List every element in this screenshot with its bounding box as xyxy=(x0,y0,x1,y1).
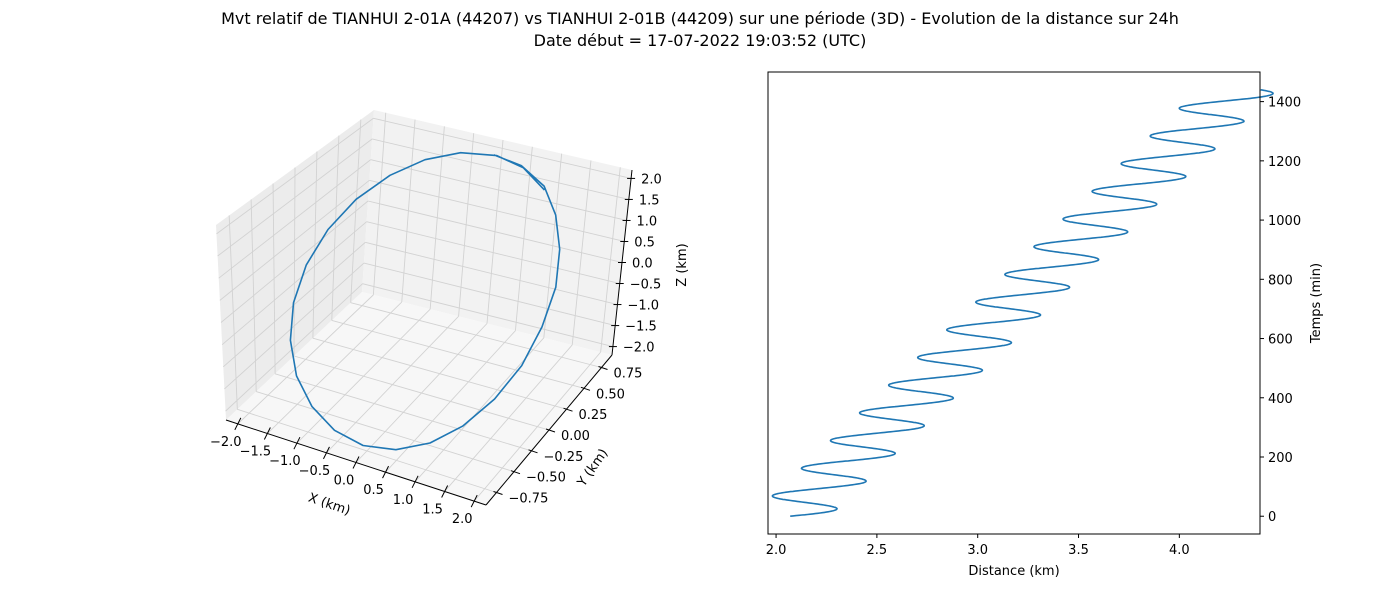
y-tick-label: 0.00 xyxy=(561,429,590,444)
x-tick-label: −0.5 xyxy=(299,464,331,479)
x-tick-mark xyxy=(263,427,271,440)
x-tick-label: −2.0 xyxy=(210,435,242,450)
y-tick-label: 1200 xyxy=(1268,155,1301,170)
x-tick-mark xyxy=(411,475,419,489)
figure-title: Mvt relatif de TIANHUI 2-01A (44207) vs … xyxy=(221,9,1179,28)
y-tick-label: 800 xyxy=(1268,273,1293,288)
trajectory-line xyxy=(289,151,561,451)
grid-line-z xyxy=(366,221,620,284)
y-tick-label: −0.50 xyxy=(526,471,566,486)
trajectory-group xyxy=(289,151,561,451)
grid-line-z xyxy=(225,283,363,412)
plot-3d-trajectory: −2.0−1.5−1.0−0.50.00.51.01.52.0−0.75−0.5… xyxy=(210,110,690,527)
z-axis-label: Z (km) xyxy=(675,243,690,286)
grid-line-z xyxy=(369,179,625,242)
grid-line-y xyxy=(256,391,515,473)
x-tick-mark xyxy=(293,436,301,450)
x-tick-mark xyxy=(441,485,449,498)
y-tick-label: 400 xyxy=(1268,392,1293,407)
distance-line-group xyxy=(771,89,1274,517)
z-tick-label: −1.0 xyxy=(627,299,659,314)
x-tick-label: 2.5 xyxy=(867,543,888,558)
x-tick-label: 4.0 xyxy=(1169,543,1190,558)
z-tick-label: 2.0 xyxy=(641,172,662,187)
z-tick-label: 0.0 xyxy=(632,257,653,272)
grid-line-y xyxy=(312,337,567,410)
grid-line-z xyxy=(219,179,370,301)
x-tick-label: 3.5 xyxy=(1068,543,1089,558)
y-tick-mark xyxy=(493,491,503,495)
z-tick-label: 1.0 xyxy=(637,214,658,229)
grid-line-z xyxy=(370,159,627,221)
grid-line-z xyxy=(224,262,365,390)
y-tick-label: 0.25 xyxy=(579,408,608,423)
grid-line-z xyxy=(216,117,374,235)
z-tick-label: −0.5 xyxy=(630,278,662,293)
y-tick-mark xyxy=(528,449,538,454)
x-axis-label: X (km) xyxy=(306,491,352,519)
grid-line-z xyxy=(371,138,629,200)
y-tick-label: 200 xyxy=(1268,451,1293,466)
x-tick-label: −1.5 xyxy=(240,445,272,460)
x-tick-label: 2.0 xyxy=(452,512,473,527)
figure-subtitle: Date début = 17-07-2022 19:03:52 (UTC) xyxy=(533,31,867,50)
grid-line-y xyxy=(331,320,585,389)
x-tick-label: 1.5 xyxy=(422,502,443,517)
grid-line-y xyxy=(293,355,550,431)
grid-line-z xyxy=(373,117,632,179)
x-tick-mark xyxy=(323,446,330,460)
x-tick-mark xyxy=(234,417,242,431)
y-tick-label: 1400 xyxy=(1268,96,1301,111)
y-tick-mark xyxy=(545,428,556,433)
y-tick-label: 600 xyxy=(1268,333,1293,348)
grid-line-z xyxy=(367,200,623,263)
z-tick-label: 0.5 xyxy=(634,235,655,250)
y-tick-label: 0.75 xyxy=(614,367,643,382)
x-tick-label: −1.0 xyxy=(269,454,301,469)
x-tick-label: 0.5 xyxy=(363,483,384,498)
z-tick-label: 1.5 xyxy=(639,193,660,208)
z-tick-label: −1.5 xyxy=(625,320,657,335)
y-tick-label: 0.50 xyxy=(596,387,625,402)
plot-distance-time: 2.0 2.5 3.0 3.5 4.0 0 200 400 600 800 1000 1200 140… xyxy=(766,71,1324,579)
grid-line-z xyxy=(218,159,372,279)
grid-line-z xyxy=(362,283,614,348)
grid-line-z xyxy=(365,241,618,305)
z-tick-label: −2.0 xyxy=(623,341,655,356)
y-tick-mark xyxy=(580,386,591,391)
grid-line-z xyxy=(217,138,373,257)
tick-group: −2.0−1.5−1.0−0.50.00.51.01.52.0−0.75−0.5… xyxy=(210,169,662,527)
grid-line-z xyxy=(222,242,366,368)
grid-group xyxy=(216,112,632,502)
y-axis-label: Temps (min) xyxy=(1309,263,1324,344)
grid-line-z xyxy=(363,262,616,327)
x-tick-label: 1.0 xyxy=(393,493,414,508)
grid-line-y xyxy=(274,373,532,452)
x-tick-label: 3.0 xyxy=(967,543,988,558)
y-tick-mark xyxy=(563,407,573,412)
x-tick-group: 2.0 2.5 3.0 3.5 4.0 xyxy=(766,534,1190,558)
x-tick-label: 2.0 xyxy=(766,543,787,558)
y-tick-label: −0.25 xyxy=(544,450,584,465)
grid-line-z xyxy=(220,200,369,323)
y-tick-label: −0.75 xyxy=(509,492,549,507)
y-tick-group: 0 200 400 600 800 1000 1200 1400 xyxy=(1260,96,1301,525)
y-tick-mark xyxy=(598,366,608,370)
grid-line-z xyxy=(221,221,367,346)
pane-group xyxy=(216,110,632,505)
y-tick-label: 1000 xyxy=(1268,214,1301,229)
grid-line-y xyxy=(237,408,497,493)
x-axis-label: Distance (km) xyxy=(968,564,1059,579)
y-tick-label: 0 xyxy=(1268,510,1276,525)
x-tick-mark xyxy=(382,465,389,479)
x-tick-mark xyxy=(470,494,478,508)
x-tick-mark xyxy=(352,456,360,469)
grid-line-y xyxy=(350,302,602,368)
axes-frame xyxy=(767,71,1261,535)
y-tick-mark xyxy=(510,470,521,475)
x-tick-label: 0.0 xyxy=(334,474,355,489)
distance-line xyxy=(771,89,1274,517)
